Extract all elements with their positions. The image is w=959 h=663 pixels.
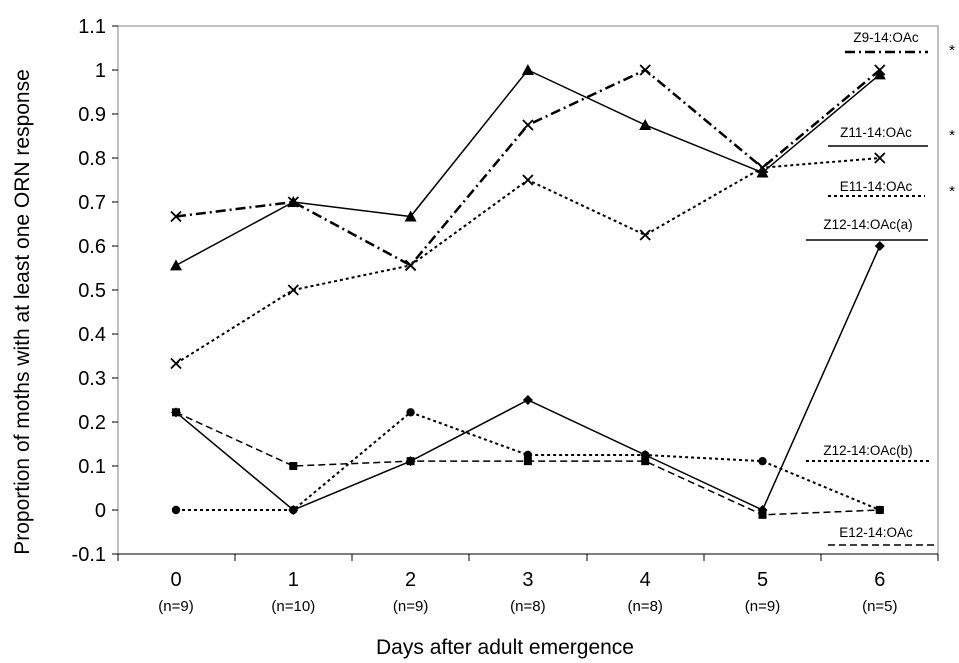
legend-label: Z11-14:OAc [840, 125, 912, 140]
axes: -0.1 0 0.1 0.2 0.3 0.4 0.5 0.6 0.7 0.8 0.9 1 1.1 0 (n=… [72, 16, 939, 615]
data-point-triangle [639, 119, 652, 130]
y-tick-label: 0.7 [78, 192, 106, 214]
series-z11-14-oac [170, 64, 886, 271]
data-point-circle [171, 505, 181, 515]
y-axis-title: Proportion of moths with at least one OR… [11, 69, 34, 555]
legend-label: E12-14:OAc [839, 525, 913, 540]
x-sample-size-label: (n=9) [745, 598, 780, 615]
data-point-square [875, 506, 884, 514]
data-point-square [641, 457, 650, 466]
legend-label: Z12-14:OAc(b) [823, 443, 912, 458]
data-point-x-marker [756, 162, 769, 174]
x-sample-size-label: (n=10) [271, 598, 315, 615]
y-tick-label: 0.8 [78, 148, 106, 170]
data-point-circle [641, 450, 650, 460]
data-point-triangle [170, 259, 182, 271]
legend-label: Z9-14:OAc [853, 30, 919, 45]
series-z9-14-oac [170, 64, 886, 271]
series-e11-14-oac [170, 152, 886, 370]
x-tick-label: 5 [757, 569, 768, 591]
legend-label: E11-14:OAc [840, 179, 913, 194]
legend-label: Z12-14:OAc(a) [823, 217, 912, 232]
data-point-circle [523, 450, 533, 460]
data-point-x-marker [522, 174, 534, 186]
data-point-circle [289, 505, 298, 515]
data-point-x-marker [287, 284, 299, 296]
significance-star: * [949, 127, 955, 144]
data-point-square [758, 510, 767, 519]
data-point-circle [758, 456, 767, 466]
data-point-square [172, 408, 180, 417]
data-point-x-marker [170, 210, 182, 223]
y-tick-label: -0.1 [72, 544, 106, 566]
significance-star: * [949, 183, 955, 200]
series-line [175, 245, 881, 512]
data-point-square [523, 457, 532, 466]
x-tick-label: 6 [874, 569, 885, 591]
x-sample-size-label: (n=8) [510, 598, 545, 615]
data-point-x-marker [874, 152, 886, 164]
x-sample-size-label: (n=5) [862, 598, 897, 615]
legend: Z9-14:OAc * Z11-14:OAc * E11-14:OAc * Z12-14:O… [806, 30, 955, 546]
data-point-triangle [521, 64, 534, 75]
x-tick-label: 4 [640, 569, 651, 591]
data-point-x-marker [639, 229, 651, 241]
y-tick-label: 0.3 [78, 368, 106, 390]
data-point-triangle [404, 210, 417, 222]
y-tick-label: 0.2 [78, 412, 106, 434]
data-point-x-marker [639, 64, 651, 76]
x-axis-title: Days after adult emergence [376, 636, 634, 659]
data-point-square [406, 457, 415, 466]
y-tick-label: 0 [95, 500, 106, 522]
data-point-circle [406, 408, 415, 417]
series-e12-14-oac [172, 408, 884, 519]
data-point-x-marker [170, 357, 182, 370]
data-point-x-marker [522, 119, 534, 131]
y-tick-label: 1.1 [78, 16, 106, 38]
series-line [175, 157, 880, 365]
series-z12-14-oac-a [171, 241, 885, 515]
y-tick-label: 0.5 [78, 280, 106, 302]
y-tick-label: 0.9 [78, 104, 106, 126]
x-tick-label: 3 [522, 569, 533, 591]
x-tick-label: 2 [405, 569, 416, 591]
x-tick-label: 1 [288, 569, 299, 591]
x-sample-size-label: (n=8) [627, 598, 662, 615]
x-tick-label: 0 [170, 569, 181, 591]
series-layer [170, 64, 886, 519]
data-point-diamond [874, 241, 885, 251]
data-point-triangle [287, 196, 300, 207]
y-tick-label: 0.1 [78, 456, 106, 478]
y-tick-label: 0.6 [78, 236, 106, 258]
data-point-x-marker [404, 259, 417, 271]
plot-area-frame [117, 25, 939, 555]
x-sample-size-label: (n=9) [393, 598, 428, 615]
significance-star: * [949, 42, 955, 59]
x-sample-size-label: (n=9) [158, 598, 193, 615]
y-tick-label: 1 [95, 60, 106, 82]
data-point-triangle [756, 166, 769, 178]
data-point-triangle [873, 68, 886, 80]
data-point-square [289, 462, 298, 470]
data-point-diamond [522, 395, 533, 405]
y-tick-label: 0.4 [78, 324, 106, 346]
